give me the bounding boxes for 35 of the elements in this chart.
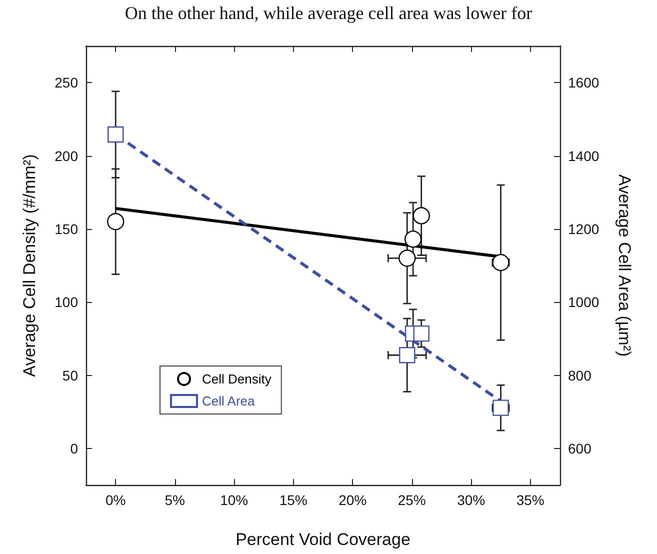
y-tick-label: 50 xyxy=(62,367,78,384)
x-axis-title: Percent Void Coverage xyxy=(236,530,410,549)
y-axis-title: Average Cell Density (#/mm²) xyxy=(20,154,39,377)
y-tick-label: 0 xyxy=(70,440,78,456)
point xyxy=(413,325,430,342)
x-tick-label: 15% xyxy=(279,492,308,508)
y-tick-label: 150 xyxy=(54,220,78,237)
y2-tick-label: 1600 xyxy=(568,74,600,91)
x-tick-label: 20% xyxy=(338,492,367,508)
y2-tick-label: 1200 xyxy=(568,220,600,237)
x-tick-label: 25% xyxy=(398,492,426,508)
y2-axis-title: Average Cell Area (µm²) xyxy=(615,174,634,357)
x-tick-label: 10% xyxy=(220,492,248,508)
point xyxy=(107,213,124,230)
x-tick-label: 30% xyxy=(457,492,486,508)
y2-tick-label: 1000 xyxy=(568,294,600,310)
y2-tick-label: 1400 xyxy=(568,148,600,164)
point xyxy=(492,254,510,272)
text: On the other hand, while average cell area was lower for xyxy=(124,3,532,23)
x-tick-label: 35% xyxy=(516,492,544,508)
point xyxy=(399,347,416,364)
legend-label: Cell Density xyxy=(202,372,272,386)
point xyxy=(404,230,422,248)
point xyxy=(412,207,430,224)
y2-tick-label: 600 xyxy=(568,440,592,456)
point xyxy=(108,126,124,143)
legend-label: Cell Area xyxy=(202,394,256,408)
x-tick-label: 5% xyxy=(164,492,185,508)
y2-tick-label: 800 xyxy=(568,367,592,384)
x-tick-label: 0% xyxy=(106,492,126,508)
y-tick-label: 250 xyxy=(54,74,78,91)
point xyxy=(492,400,509,416)
point xyxy=(398,250,416,267)
y-tick-label: 200 xyxy=(54,148,78,164)
y-tick-label: 100 xyxy=(54,294,78,310)
